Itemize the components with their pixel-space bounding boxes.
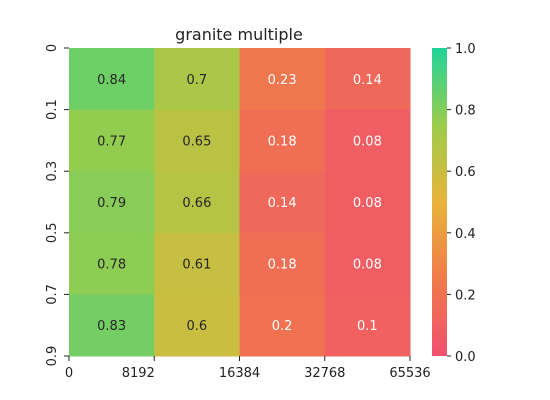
- cell-value-label: 0.84: [97, 73, 126, 88]
- heatmap-cell: [324, 109, 411, 172]
- cell-value-label: 0.08: [353, 134, 382, 149]
- colorbar-tick-label: 0.6: [455, 165, 476, 180]
- cell-value-label: 0.18: [268, 258, 297, 273]
- cell-value-label: 0.18: [268, 134, 297, 149]
- cell-value-label: 0.7: [187, 73, 208, 88]
- cell-value-label: 0.79: [97, 196, 126, 211]
- cell-value-label: 0.6: [187, 319, 208, 334]
- x-tick-label: 32768: [304, 366, 345, 381]
- heatmap-cell: [324, 232, 411, 295]
- cell-value-label: 0.08: [353, 196, 382, 211]
- x-tick-label: 65536: [389, 366, 430, 381]
- x-tick-label: 0: [65, 366, 73, 381]
- x-tick-label: 16384: [219, 366, 260, 381]
- cell-value-label: 0.14: [353, 73, 382, 88]
- heatmap-cell: [239, 232, 326, 295]
- y-axis: 0 0.1 0.3 0.5 0.7 0.9: [45, 44, 69, 366]
- heatmap-cell: [239, 109, 326, 172]
- y-tick-label: 0.1: [45, 99, 60, 120]
- cell-value-label: 0.77: [97, 134, 126, 149]
- heatmap-cell: [69, 232, 155, 295]
- heatmap-cell: [69, 48, 155, 111]
- cell-value-label: 0.66: [182, 196, 211, 211]
- cell-value-label: 0.78: [97, 258, 126, 273]
- cell-value-label: 0.23: [268, 73, 297, 88]
- cell-value-label: 0.2: [272, 319, 293, 334]
- heatmap-cell: [239, 171, 326, 234]
- heatmap-cell: [154, 171, 240, 234]
- chart-title: granite multiple: [175, 25, 303, 44]
- heatmap-cell: [154, 232, 240, 295]
- x-tick-label: 8192: [122, 366, 155, 381]
- heatmap-cell: [154, 109, 240, 172]
- colorbar-tick-label: 0.4: [455, 227, 476, 242]
- heatmap-cell: [324, 48, 411, 111]
- heatmap-cell: [154, 48, 240, 111]
- heatmap-cell: [239, 294, 326, 357]
- y-tick-label: 0.5: [45, 222, 60, 243]
- heatmap-cell: [69, 109, 155, 172]
- colorbar-gradient: [432, 48, 447, 356]
- colorbar-tick-label: 0.2: [455, 288, 476, 303]
- heatmap-cell: [69, 171, 155, 234]
- heatmap-cell: [324, 171, 411, 234]
- cell-value-label: 0.83: [97, 319, 126, 334]
- y-tick-label: 0.3: [45, 161, 60, 182]
- colorbar-tick-label: 0.0: [455, 350, 476, 365]
- y-tick-label: 0.7: [45, 284, 60, 305]
- heatmap-cell: [239, 48, 326, 111]
- colorbar: 0.0 0.2 0.4 0.6 0.8 1.0: [432, 42, 476, 365]
- y-tick-label: 0.9: [45, 346, 60, 367]
- cell-value-label: 0.61: [182, 258, 211, 273]
- colorbar-tick-label: 0.8: [455, 104, 476, 119]
- y-tick-label: 0: [45, 44, 60, 52]
- heatmap-cell: [154, 294, 240, 357]
- heatmap-cells: 0.84 0.7 0.23 0.14 0.77 0.65 0.18 0.08 0.79 0.66 0…: [69, 48, 411, 357]
- cell-value-label: 0.1: [357, 319, 378, 334]
- heatmap-cell: [324, 294, 411, 357]
- cell-value-label: 0.08: [353, 258, 382, 273]
- x-axis: 0 8192 16384 32768 65536: [65, 356, 431, 381]
- heatmap-cell: [69, 294, 155, 357]
- cell-value-label: 0.65: [182, 134, 211, 149]
- colorbar-tick-label: 1.0: [455, 42, 476, 57]
- cell-value-label: 0.14: [268, 196, 297, 211]
